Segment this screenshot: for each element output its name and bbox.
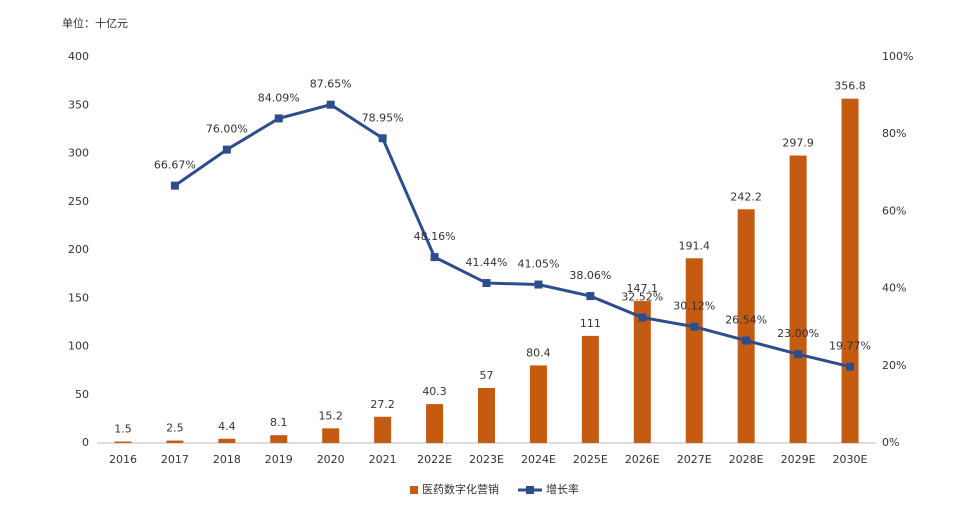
bar bbox=[426, 404, 444, 443]
line-value-label: 30.12% bbox=[673, 300, 715, 313]
x-tick-label: 2021 bbox=[369, 453, 397, 466]
bar bbox=[789, 155, 807, 444]
bar-value-label: 191.4 bbox=[678, 239, 710, 252]
legend-label: 医药数字化营销 bbox=[422, 482, 499, 496]
line-marker bbox=[690, 322, 699, 331]
x-tick-label: 2018 bbox=[213, 453, 241, 466]
bar bbox=[478, 387, 495, 443]
bar bbox=[218, 438, 236, 443]
bar-value-label: 80.4 bbox=[526, 346, 551, 359]
y-tick-label: 0 bbox=[82, 436, 89, 449]
bar bbox=[322, 428, 340, 443]
line-marker bbox=[846, 362, 855, 371]
bar bbox=[114, 441, 132, 443]
bar-value-label: 242.2 bbox=[730, 190, 762, 203]
bar-value-label: 8.1 bbox=[270, 416, 288, 429]
x-tick-label: 2029E bbox=[781, 453, 816, 466]
bar-value-label: 356.8 bbox=[834, 80, 866, 93]
line-marker bbox=[742, 336, 751, 345]
line-value-label: 41.44% bbox=[466, 256, 508, 269]
line-marker bbox=[794, 350, 803, 359]
y-tick-label: 50 bbox=[75, 388, 89, 401]
y2-tick-label: 0% bbox=[882, 436, 899, 449]
x-tick-label: 2017 bbox=[161, 453, 189, 466]
bar-value-label: 2.5 bbox=[166, 422, 184, 435]
bar-value-label: 111 bbox=[580, 317, 601, 330]
line-value-label: 84.09% bbox=[258, 91, 300, 104]
bar bbox=[633, 301, 651, 443]
line-marker bbox=[482, 279, 491, 288]
line-value-label: 38.06% bbox=[569, 269, 611, 282]
line-marker bbox=[222, 145, 231, 154]
x-tick-label: 2020 bbox=[317, 453, 345, 466]
line-marker bbox=[638, 313, 647, 322]
bar-value-label: 1.5 bbox=[114, 423, 132, 436]
bar bbox=[685, 258, 703, 443]
bar-value-label: 297.9 bbox=[782, 137, 814, 150]
y-tick-label: 400 bbox=[68, 50, 89, 63]
line-marker bbox=[170, 181, 179, 190]
x-tick-label: 2027E bbox=[677, 453, 712, 466]
line-marker bbox=[586, 292, 595, 301]
x-tick-label: 2028E bbox=[729, 453, 764, 466]
line-value-label: 87.65% bbox=[310, 78, 352, 91]
line-marker bbox=[430, 253, 439, 262]
bar-value-label: 147.1 bbox=[627, 282, 659, 295]
line-value-label: 41.05% bbox=[517, 258, 559, 271]
y-axis-label: 单位：十亿元 bbox=[62, 16, 128, 30]
bar bbox=[581, 335, 599, 443]
x-tick-label: 2030E bbox=[833, 453, 868, 466]
bar bbox=[166, 440, 184, 443]
line-value-label: 78.95% bbox=[362, 111, 404, 124]
x-tick-label: 2016 bbox=[109, 453, 137, 466]
line-marker bbox=[274, 114, 283, 123]
bar-value-label: 40.3 bbox=[422, 385, 447, 398]
line-value-label: 66.67% bbox=[154, 159, 196, 172]
line-marker bbox=[378, 134, 387, 143]
line-value-label: 23.00% bbox=[777, 327, 819, 340]
y-tick-label: 150 bbox=[68, 291, 89, 304]
x-tick-label: 2023E bbox=[469, 453, 504, 466]
y2-tick-label: 80% bbox=[882, 127, 906, 140]
bar bbox=[841, 98, 859, 444]
x-tick-label: 2024E bbox=[521, 453, 556, 466]
x-tick-label: 2019 bbox=[265, 453, 293, 466]
y2-tick-label: 40% bbox=[882, 282, 906, 295]
y-tick-label: 300 bbox=[68, 147, 89, 160]
line-marker bbox=[534, 280, 543, 289]
y2-tick-label: 100% bbox=[882, 50, 913, 63]
legend-label: 增长率 bbox=[546, 482, 579, 496]
bar bbox=[737, 209, 755, 443]
line-value-label: 48.16% bbox=[414, 230, 456, 243]
y-tick-label: 100 bbox=[68, 340, 89, 353]
bar bbox=[270, 435, 288, 443]
line-value-label: 26.54% bbox=[725, 314, 767, 327]
bar-value-label: 4.4 bbox=[218, 420, 236, 433]
bar-value-label: 27.2 bbox=[370, 398, 395, 411]
legend-swatch bbox=[410, 486, 418, 494]
x-tick-label: 2025E bbox=[573, 453, 608, 466]
line-value-label: 19.77% bbox=[829, 340, 871, 353]
y-tick-label: 250 bbox=[68, 195, 89, 208]
line-value-label: 32.52% bbox=[621, 290, 663, 303]
y-tick-label: 350 bbox=[68, 98, 89, 111]
line-marker bbox=[326, 100, 335, 109]
bar-value-label: 57 bbox=[480, 369, 494, 382]
bar-value-label: 15.2 bbox=[318, 409, 343, 422]
line bbox=[174, 103, 851, 369]
x-tick-label: 2026E bbox=[625, 453, 660, 466]
y2-tick-label: 60% bbox=[882, 204, 906, 217]
bar bbox=[374, 416, 392, 443]
x-tick-label: 2022E bbox=[417, 453, 452, 466]
line-value-label: 76.00% bbox=[206, 123, 248, 136]
legend-marker bbox=[526, 486, 534, 494]
y-tick-label: 200 bbox=[68, 243, 89, 256]
bar bbox=[529, 365, 547, 443]
y2-tick-label: 20% bbox=[882, 359, 906, 372]
